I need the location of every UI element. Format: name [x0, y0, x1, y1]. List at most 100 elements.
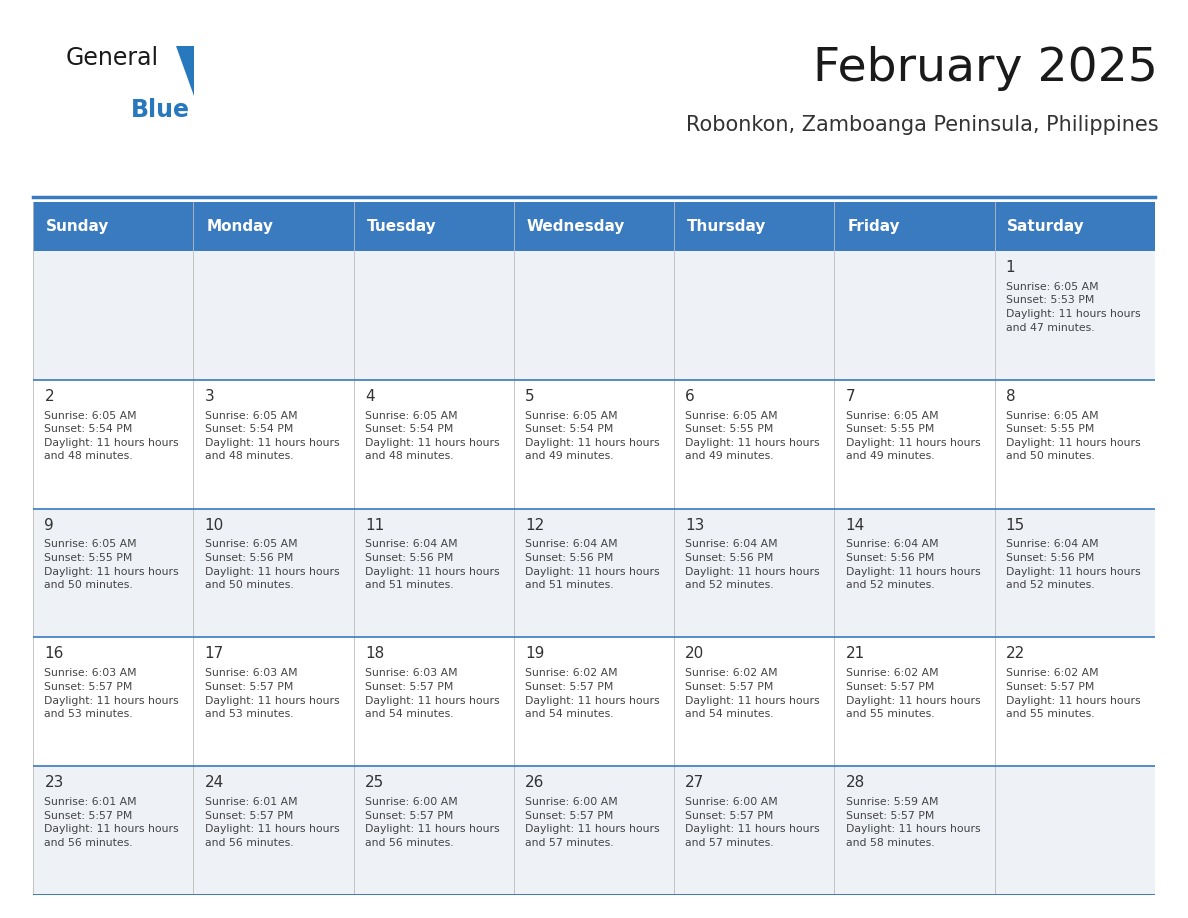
- Bar: [674, 380, 834, 509]
- Bar: [994, 202, 1155, 251]
- Text: 27: 27: [685, 775, 704, 790]
- Text: Sunrise: 6:05 AM
Sunset: 5:55 PM
Daylight: 11 hours hours
and 50 minutes.: Sunrise: 6:05 AM Sunset: 5:55 PM Dayligh…: [44, 540, 179, 590]
- Text: Sunrise: 6:01 AM
Sunset: 5:57 PM
Daylight: 11 hours hours
and 56 minutes.: Sunrise: 6:01 AM Sunset: 5:57 PM Dayligh…: [44, 797, 179, 848]
- Text: Saturday: Saturday: [1007, 218, 1085, 234]
- Text: 22: 22: [1006, 646, 1025, 661]
- Text: Sunrise: 6:03 AM
Sunset: 5:57 PM
Daylight: 11 hours hours
and 54 minutes.: Sunrise: 6:03 AM Sunset: 5:57 PM Dayligh…: [365, 668, 499, 719]
- Bar: [194, 767, 354, 895]
- Text: Sunrise: 5:59 AM
Sunset: 5:57 PM
Daylight: 11 hours hours
and 58 minutes.: Sunrise: 5:59 AM Sunset: 5:57 PM Dayligh…: [846, 797, 980, 848]
- Bar: [514, 509, 674, 637]
- Bar: [194, 251, 354, 380]
- Text: Sunrise: 6:00 AM
Sunset: 5:57 PM
Daylight: 11 hours hours
and 56 minutes.: Sunrise: 6:00 AM Sunset: 5:57 PM Dayligh…: [365, 797, 499, 848]
- Bar: [514, 202, 674, 251]
- Bar: [33, 251, 194, 380]
- Bar: [33, 637, 194, 767]
- Text: Sunrise: 6:05 AM
Sunset: 5:54 PM
Daylight: 11 hours hours
and 48 minutes.: Sunrise: 6:05 AM Sunset: 5:54 PM Dayligh…: [365, 410, 499, 462]
- Text: Sunrise: 6:00 AM
Sunset: 5:57 PM
Daylight: 11 hours hours
and 57 minutes.: Sunrise: 6:00 AM Sunset: 5:57 PM Dayligh…: [685, 797, 820, 848]
- Text: Sunrise: 6:02 AM
Sunset: 5:57 PM
Daylight: 11 hours hours
and 54 minutes.: Sunrise: 6:02 AM Sunset: 5:57 PM Dayligh…: [685, 668, 820, 719]
- Text: Sunrise: 6:03 AM
Sunset: 5:57 PM
Daylight: 11 hours hours
and 53 minutes.: Sunrise: 6:03 AM Sunset: 5:57 PM Dayligh…: [44, 668, 179, 719]
- Text: 11: 11: [365, 518, 384, 532]
- Text: 7: 7: [846, 388, 855, 404]
- Bar: [674, 251, 834, 380]
- Text: 16: 16: [44, 646, 64, 661]
- Text: Sunrise: 6:02 AM
Sunset: 5:57 PM
Daylight: 11 hours hours
and 55 minutes.: Sunrise: 6:02 AM Sunset: 5:57 PM Dayligh…: [1006, 668, 1140, 719]
- Bar: [834, 509, 994, 637]
- Bar: [33, 380, 194, 509]
- Text: Sunrise: 6:04 AM
Sunset: 5:56 PM
Daylight: 11 hours hours
and 51 minutes.: Sunrise: 6:04 AM Sunset: 5:56 PM Dayligh…: [365, 540, 499, 590]
- Bar: [994, 380, 1155, 509]
- Bar: [194, 509, 354, 637]
- Text: Monday: Monday: [207, 218, 273, 234]
- Bar: [354, 767, 514, 895]
- Text: 28: 28: [846, 775, 865, 790]
- Text: Wednesday: Wednesday: [526, 218, 625, 234]
- Text: Sunday: Sunday: [46, 218, 109, 234]
- Text: 10: 10: [204, 518, 225, 532]
- Bar: [994, 767, 1155, 895]
- Text: Sunrise: 6:02 AM
Sunset: 5:57 PM
Daylight: 11 hours hours
and 54 minutes.: Sunrise: 6:02 AM Sunset: 5:57 PM Dayligh…: [525, 668, 659, 719]
- Text: 13: 13: [685, 518, 704, 532]
- Text: Tuesday: Tuesday: [367, 218, 436, 234]
- Bar: [514, 637, 674, 767]
- Bar: [834, 251, 994, 380]
- Bar: [33, 202, 194, 251]
- Text: Sunrise: 6:04 AM
Sunset: 5:56 PM
Daylight: 11 hours hours
and 52 minutes.: Sunrise: 6:04 AM Sunset: 5:56 PM Dayligh…: [846, 540, 980, 590]
- Text: 9: 9: [44, 518, 55, 532]
- Text: Sunrise: 6:05 AM
Sunset: 5:55 PM
Daylight: 11 hours hours
and 49 minutes.: Sunrise: 6:05 AM Sunset: 5:55 PM Dayligh…: [685, 410, 820, 462]
- Bar: [194, 637, 354, 767]
- Text: Sunrise: 6:05 AM
Sunset: 5:55 PM
Daylight: 11 hours hours
and 49 minutes.: Sunrise: 6:05 AM Sunset: 5:55 PM Dayligh…: [846, 410, 980, 462]
- Bar: [994, 509, 1155, 637]
- Bar: [834, 380, 994, 509]
- Text: Sunrise: 6:04 AM
Sunset: 5:56 PM
Daylight: 11 hours hours
and 52 minutes.: Sunrise: 6:04 AM Sunset: 5:56 PM Dayligh…: [685, 540, 820, 590]
- Text: Sunrise: 6:05 AM
Sunset: 5:55 PM
Daylight: 11 hours hours
and 50 minutes.: Sunrise: 6:05 AM Sunset: 5:55 PM Dayligh…: [1006, 410, 1140, 462]
- Text: Sunrise: 6:00 AM
Sunset: 5:57 PM
Daylight: 11 hours hours
and 57 minutes.: Sunrise: 6:00 AM Sunset: 5:57 PM Dayligh…: [525, 797, 659, 848]
- Text: 4: 4: [365, 388, 374, 404]
- Text: 15: 15: [1006, 518, 1025, 532]
- Text: 18: 18: [365, 646, 384, 661]
- Text: Thursday: Thursday: [687, 218, 766, 234]
- Bar: [354, 202, 514, 251]
- Bar: [514, 380, 674, 509]
- Bar: [834, 767, 994, 895]
- Text: 24: 24: [204, 775, 225, 790]
- Text: Sunrise: 6:01 AM
Sunset: 5:57 PM
Daylight: 11 hours hours
and 56 minutes.: Sunrise: 6:01 AM Sunset: 5:57 PM Dayligh…: [204, 797, 340, 848]
- Text: Sunrise: 6:03 AM
Sunset: 5:57 PM
Daylight: 11 hours hours
and 53 minutes.: Sunrise: 6:03 AM Sunset: 5:57 PM Dayligh…: [204, 668, 340, 719]
- Text: General: General: [65, 46, 158, 70]
- Bar: [354, 251, 514, 380]
- Text: 26: 26: [525, 775, 544, 790]
- Bar: [674, 509, 834, 637]
- Bar: [674, 767, 834, 895]
- Text: Sunrise: 6:04 AM
Sunset: 5:56 PM
Daylight: 11 hours hours
and 52 minutes.: Sunrise: 6:04 AM Sunset: 5:56 PM Dayligh…: [1006, 540, 1140, 590]
- Text: 2: 2: [44, 388, 55, 404]
- Bar: [514, 767, 674, 895]
- Text: 20: 20: [685, 646, 704, 661]
- Text: 3: 3: [204, 388, 215, 404]
- Bar: [354, 637, 514, 767]
- Text: 5: 5: [525, 388, 535, 404]
- Text: 17: 17: [204, 646, 225, 661]
- Text: Sunrise: 6:05 AM
Sunset: 5:56 PM
Daylight: 11 hours hours
and 50 minutes.: Sunrise: 6:05 AM Sunset: 5:56 PM Dayligh…: [204, 540, 340, 590]
- Bar: [354, 509, 514, 637]
- Text: 25: 25: [365, 775, 384, 790]
- Bar: [994, 637, 1155, 767]
- Bar: [354, 380, 514, 509]
- Bar: [674, 637, 834, 767]
- Text: Sunrise: 6:05 AM
Sunset: 5:54 PM
Daylight: 11 hours hours
and 48 minutes.: Sunrise: 6:05 AM Sunset: 5:54 PM Dayligh…: [204, 410, 340, 462]
- Text: Sunrise: 6:05 AM
Sunset: 5:54 PM
Daylight: 11 hours hours
and 48 minutes.: Sunrise: 6:05 AM Sunset: 5:54 PM Dayligh…: [44, 410, 179, 462]
- Text: February 2025: February 2025: [814, 46, 1158, 91]
- Text: 6: 6: [685, 388, 695, 404]
- Text: 8: 8: [1006, 388, 1016, 404]
- Text: Sunrise: 6:05 AM
Sunset: 5:54 PM
Daylight: 11 hours hours
and 49 minutes.: Sunrise: 6:05 AM Sunset: 5:54 PM Dayligh…: [525, 410, 659, 462]
- Text: 19: 19: [525, 646, 544, 661]
- Text: Sunrise: 6:04 AM
Sunset: 5:56 PM
Daylight: 11 hours hours
and 51 minutes.: Sunrise: 6:04 AM Sunset: 5:56 PM Dayligh…: [525, 540, 659, 590]
- Bar: [514, 251, 674, 380]
- Text: 14: 14: [846, 518, 865, 532]
- Text: Sunrise: 6:02 AM
Sunset: 5:57 PM
Daylight: 11 hours hours
and 55 minutes.: Sunrise: 6:02 AM Sunset: 5:57 PM Dayligh…: [846, 668, 980, 719]
- Text: Sunrise: 6:05 AM
Sunset: 5:53 PM
Daylight: 11 hours hours
and 47 minutes.: Sunrise: 6:05 AM Sunset: 5:53 PM Dayligh…: [1006, 282, 1140, 332]
- Bar: [33, 509, 194, 637]
- Bar: [33, 767, 194, 895]
- Text: Robonkon, Zamboanga Peninsula, Philippines: Robonkon, Zamboanga Peninsula, Philippin…: [685, 115, 1158, 135]
- Text: 1: 1: [1006, 260, 1016, 274]
- Text: 21: 21: [846, 646, 865, 661]
- Text: 12: 12: [525, 518, 544, 532]
